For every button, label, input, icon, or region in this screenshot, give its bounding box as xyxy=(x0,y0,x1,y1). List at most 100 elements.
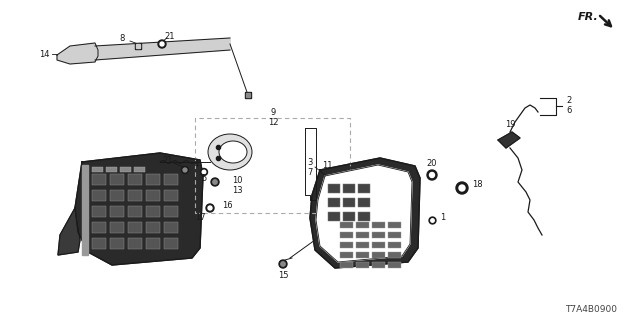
Text: 7: 7 xyxy=(307,167,313,177)
Bar xyxy=(110,222,124,233)
Bar xyxy=(328,212,340,221)
Text: 20: 20 xyxy=(427,158,437,167)
Text: 18: 18 xyxy=(472,180,483,188)
Bar xyxy=(128,174,142,185)
Bar xyxy=(372,232,385,238)
Text: 15: 15 xyxy=(278,271,288,281)
Bar xyxy=(388,232,401,238)
Polygon shape xyxy=(310,158,420,268)
Polygon shape xyxy=(82,165,88,255)
Bar xyxy=(128,238,142,249)
Bar xyxy=(146,190,160,201)
Ellipse shape xyxy=(219,141,247,163)
Circle shape xyxy=(202,170,205,174)
Circle shape xyxy=(206,204,214,212)
Bar xyxy=(92,167,103,172)
Text: 3: 3 xyxy=(307,157,313,166)
Circle shape xyxy=(456,182,468,194)
Bar xyxy=(388,262,401,268)
Polygon shape xyxy=(75,153,203,265)
Bar xyxy=(146,174,160,185)
Polygon shape xyxy=(95,38,230,60)
Bar xyxy=(340,262,353,268)
Bar xyxy=(146,222,160,233)
Circle shape xyxy=(208,206,212,210)
Text: 9: 9 xyxy=(270,108,276,116)
Text: 17: 17 xyxy=(195,213,205,222)
Bar xyxy=(128,222,142,233)
Bar xyxy=(164,206,178,217)
Bar xyxy=(388,242,401,248)
Bar xyxy=(372,252,385,258)
Circle shape xyxy=(182,166,189,173)
Bar xyxy=(356,262,369,268)
Text: 6: 6 xyxy=(566,106,572,115)
Bar xyxy=(388,252,401,258)
Text: 14: 14 xyxy=(39,50,49,59)
Bar xyxy=(92,206,106,217)
Bar xyxy=(388,222,401,228)
Text: 16: 16 xyxy=(222,202,232,211)
Bar xyxy=(92,238,106,249)
Bar xyxy=(340,242,353,248)
Circle shape xyxy=(429,172,435,178)
Circle shape xyxy=(213,180,217,184)
Bar xyxy=(128,190,142,201)
Circle shape xyxy=(211,178,219,186)
Bar xyxy=(120,167,131,172)
Circle shape xyxy=(281,262,285,266)
Bar xyxy=(110,174,124,185)
Bar xyxy=(356,222,369,228)
Polygon shape xyxy=(316,165,412,262)
Bar xyxy=(106,167,117,172)
Circle shape xyxy=(183,168,187,172)
Bar xyxy=(343,198,355,207)
Bar xyxy=(92,174,106,185)
Bar xyxy=(356,252,369,258)
Bar xyxy=(343,212,355,221)
Bar xyxy=(92,190,106,201)
Bar xyxy=(340,232,353,238)
Bar xyxy=(328,184,340,193)
Text: 21: 21 xyxy=(163,156,173,164)
Bar xyxy=(372,242,385,248)
Bar xyxy=(358,212,370,221)
Text: 5: 5 xyxy=(202,173,207,182)
Text: 2: 2 xyxy=(566,95,572,105)
Bar xyxy=(164,222,178,233)
Polygon shape xyxy=(58,208,80,255)
Bar xyxy=(372,262,385,268)
Bar xyxy=(134,167,145,172)
Text: T7A4B0900: T7A4B0900 xyxy=(565,305,617,314)
Circle shape xyxy=(427,170,437,180)
Text: 4: 4 xyxy=(193,159,198,169)
Bar xyxy=(195,118,350,213)
Bar xyxy=(340,252,353,258)
Bar xyxy=(340,222,353,228)
Text: 12: 12 xyxy=(268,117,278,126)
Circle shape xyxy=(158,40,166,48)
Bar xyxy=(164,238,178,249)
Text: FR.: FR. xyxy=(578,12,599,22)
Text: 8: 8 xyxy=(119,34,125,43)
Ellipse shape xyxy=(208,134,252,170)
Circle shape xyxy=(279,260,287,268)
Bar xyxy=(128,206,142,217)
Text: 19: 19 xyxy=(505,119,515,129)
Bar xyxy=(356,232,369,238)
Bar xyxy=(358,198,370,207)
Circle shape xyxy=(160,42,164,46)
Text: 10: 10 xyxy=(232,175,243,185)
Bar xyxy=(356,242,369,248)
Text: 21: 21 xyxy=(164,31,175,41)
Bar xyxy=(343,184,355,193)
Circle shape xyxy=(459,185,465,191)
Bar xyxy=(110,206,124,217)
Circle shape xyxy=(200,169,207,175)
Bar xyxy=(358,184,370,193)
Bar xyxy=(164,190,178,201)
Polygon shape xyxy=(57,43,98,64)
Bar xyxy=(164,174,178,185)
Bar xyxy=(92,222,106,233)
Polygon shape xyxy=(498,132,520,148)
